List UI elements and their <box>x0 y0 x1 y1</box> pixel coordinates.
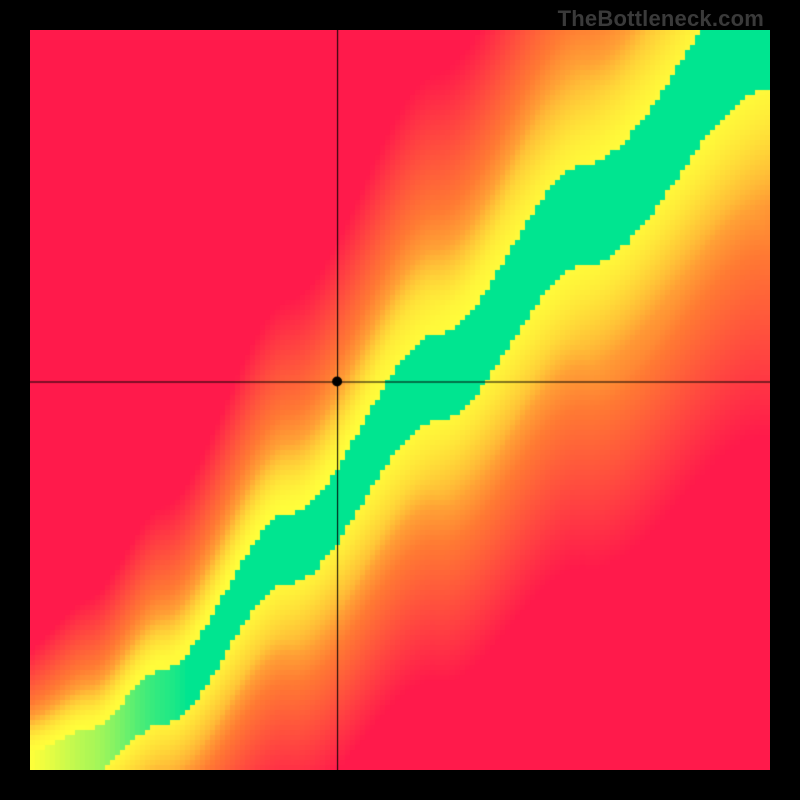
watermark-label: TheBottleneck.com <box>558 6 764 32</box>
chart-container: TheBottleneck.com <box>0 0 800 800</box>
bottleneck-heatmap <box>30 30 770 770</box>
